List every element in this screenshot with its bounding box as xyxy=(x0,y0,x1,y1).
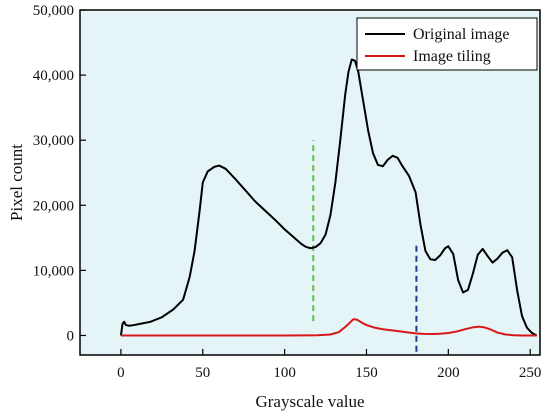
series-layer xyxy=(119,58,538,337)
y-tick-label: 50,000 xyxy=(33,3,74,19)
ticks-layer: 0 50 100 150 200 250 0 10,000 20,000 30,000 40,000… xyxy=(33,3,542,381)
y-tick-label: 0 xyxy=(67,328,75,344)
legend-label-image-tiling: Image tiling xyxy=(413,48,491,65)
y-tick-label: 30,000 xyxy=(33,133,74,149)
x-tick-label: 200 xyxy=(437,365,460,381)
legend-label-original-image: Original image xyxy=(413,26,509,43)
y-tick-label: 10,000 xyxy=(33,263,74,279)
x-tick-label: 100 xyxy=(273,365,296,381)
y-tick-label: 40,000 xyxy=(33,68,74,84)
series-line-image-tiling xyxy=(120,318,537,337)
x-axis-title: Grayscale value xyxy=(255,392,364,411)
y-axis-title: Pixel count xyxy=(7,144,26,221)
x-tick-label: 50 xyxy=(195,365,210,381)
plot-frame xyxy=(79,9,541,356)
x-tick-label: 150 xyxy=(355,365,378,381)
legend: Original image Image tiling xyxy=(356,17,538,71)
x-tick-label: 250 xyxy=(519,365,542,381)
y-tick-label: 20,000 xyxy=(33,198,74,214)
series-line-original-image xyxy=(119,58,538,337)
x-tick-label: 0 xyxy=(117,365,125,381)
annotations-layer xyxy=(312,140,418,352)
legend-box xyxy=(356,17,538,71)
